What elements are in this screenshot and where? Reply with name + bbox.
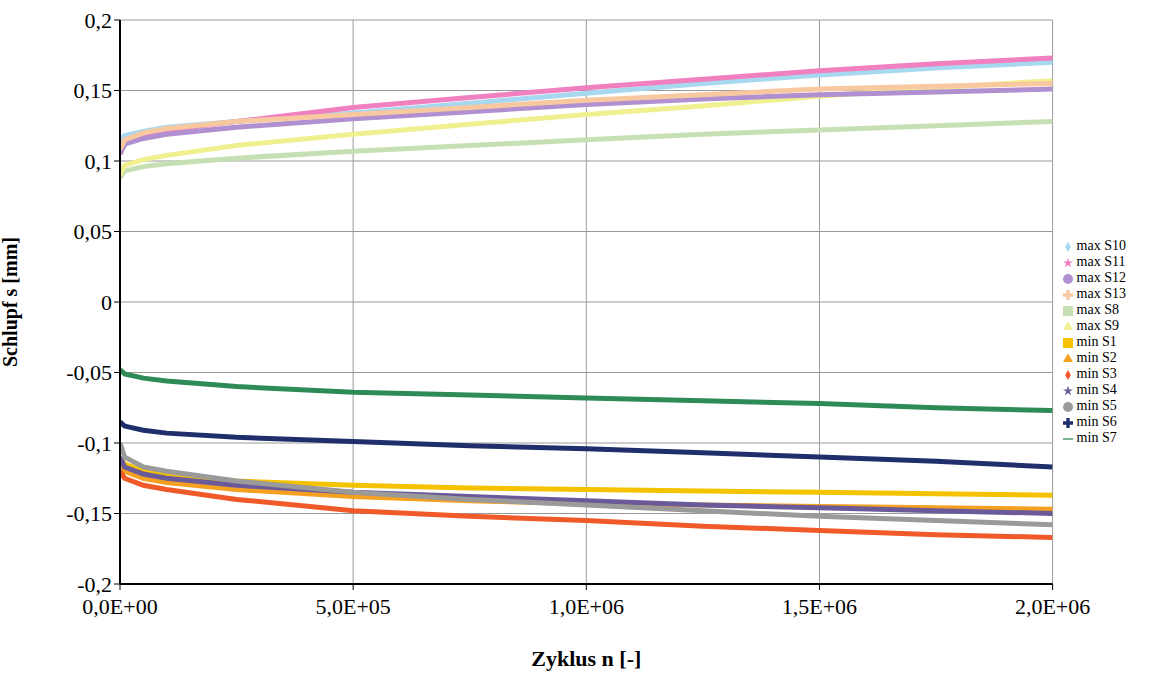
- svg-text:Zyklus n [-]: Zyklus n [-]: [531, 646, 641, 671]
- svg-text:0,15: 0,15: [74, 78, 113, 103]
- html-text:max S12: max S12: [1076, 270, 1126, 285]
- html-text:min S6: min S6: [1076, 414, 1117, 429]
- html-text:min S1: min S1: [1076, 334, 1117, 349]
- html-text:max S10: max S10: [1076, 238, 1126, 253]
- svg-text:0,1: 0,1: [85, 149, 113, 174]
- svg-text:-0,05: -0,05: [66, 360, 112, 385]
- html-text:min S5: min S5: [1076, 398, 1117, 413]
- svg-text:-0,2: -0,2: [77, 572, 112, 597]
- svg-text:0,0E+00: 0,0E+00: [82, 594, 157, 619]
- svg-text:5,0E+05: 5,0E+05: [315, 594, 390, 619]
- svg-text:0,05: 0,05: [74, 219, 113, 244]
- svg-text:2,0E+06: 2,0E+06: [1015, 594, 1090, 619]
- svg-text:-0,1: -0,1: [77, 431, 112, 456]
- svg-text:0: 0: [101, 290, 112, 315]
- svg-text:-0,15: -0,15: [66, 501, 112, 526]
- svg-text:1,5E+06: 1,5E+06: [782, 594, 857, 619]
- html-text:min S3: min S3: [1076, 366, 1117, 381]
- html-text:max S11: max S11: [1076, 254, 1126, 269]
- html-text:max S8: max S8: [1076, 302, 1119, 317]
- html-text:max S13: max S13: [1076, 286, 1126, 301]
- html-text:min S7: min S7: [1076, 430, 1117, 445]
- html-text:min S2: min S2: [1076, 350, 1117, 365]
- svg-text:Schlupf s [mm]: Schlupf s [mm]: [0, 237, 22, 367]
- html-text:min S4: min S4: [1076, 382, 1117, 397]
- svg-text:1,0E+06: 1,0E+06: [549, 594, 624, 619]
- html-text:max S9: max S9: [1076, 318, 1119, 333]
- svg-text:0,2: 0,2: [85, 8, 113, 33]
